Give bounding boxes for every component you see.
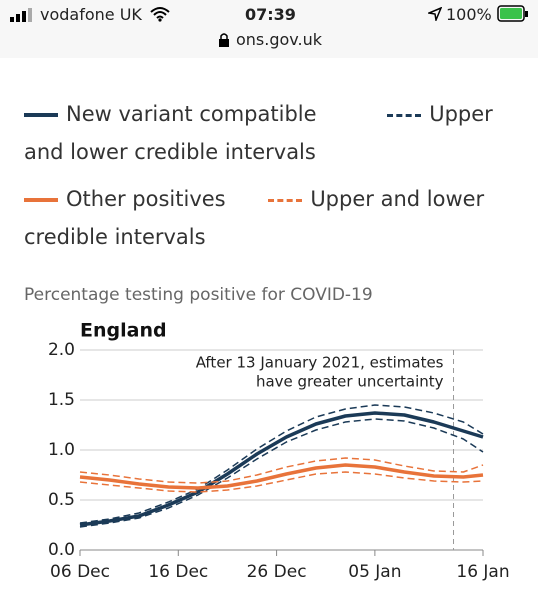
chart-title: England (80, 320, 167, 342)
battery-level: 100% (446, 5, 492, 24)
legend-swatch (387, 113, 422, 117)
x-tick-label: 16 Jan (456, 562, 509, 582)
chart: Percentage testing positive for COVID-19… (24, 285, 510, 582)
legend-entry: Upper and lower credible intervals (24, 102, 493, 164)
carrier: vodafone UK (40, 5, 142, 24)
x-tick-label: 06 Dec (50, 562, 110, 582)
x-tick-label: 05 Jan (348, 562, 401, 582)
battery-icon (497, 5, 528, 22)
legend-swatch (24, 113, 58, 117)
annotation: After 13 January 2021, estimates (196, 354, 444, 372)
lock-icon (219, 33, 229, 47)
legend-entry: New variant compatible (66, 102, 317, 126)
chart-subtitle: Percentage testing positive for COVID-19 (24, 285, 373, 305)
y-tick-label: 0.5 (48, 490, 75, 510)
y-tick-label: 1.5 (48, 390, 75, 410)
wifi-icon (150, 7, 170, 22)
y-tick-label: 0.0 (48, 540, 75, 560)
annotation: have greater uncertainty (256, 373, 444, 391)
location-icon (428, 7, 442, 21)
legend-entry: Other positives (66, 187, 226, 211)
series-line (79, 463, 484, 490)
interval-line (79, 471, 484, 493)
legend-group: Other positives Upper and lower credible… (24, 180, 514, 256)
legend-swatch (24, 198, 58, 202)
interval-line (79, 404, 484, 524)
x-tick-label: 16 Dec (148, 562, 208, 582)
y-tick-label: 1.0 (48, 440, 75, 460)
interval-line (79, 457, 484, 484)
x-tick-label: 26 Dec (247, 562, 307, 582)
legend-entry: Upper and lower credible intervals (24, 187, 485, 249)
status-bar: vodafone UK 07:39 100% ons.gov.uk (0, 0, 538, 58)
legend-swatch (268, 198, 303, 202)
url[interactable]: ons.gov.uk (236, 30, 323, 49)
legend-group: New variant compatible Upper and lower c… (24, 95, 514, 171)
y-tick-label: 2.0 (48, 340, 75, 360)
interval-line (79, 418, 484, 528)
signal-icon (10, 8, 32, 22)
clock: 07:39 (245, 5, 296, 24)
series-line (79, 411, 484, 527)
